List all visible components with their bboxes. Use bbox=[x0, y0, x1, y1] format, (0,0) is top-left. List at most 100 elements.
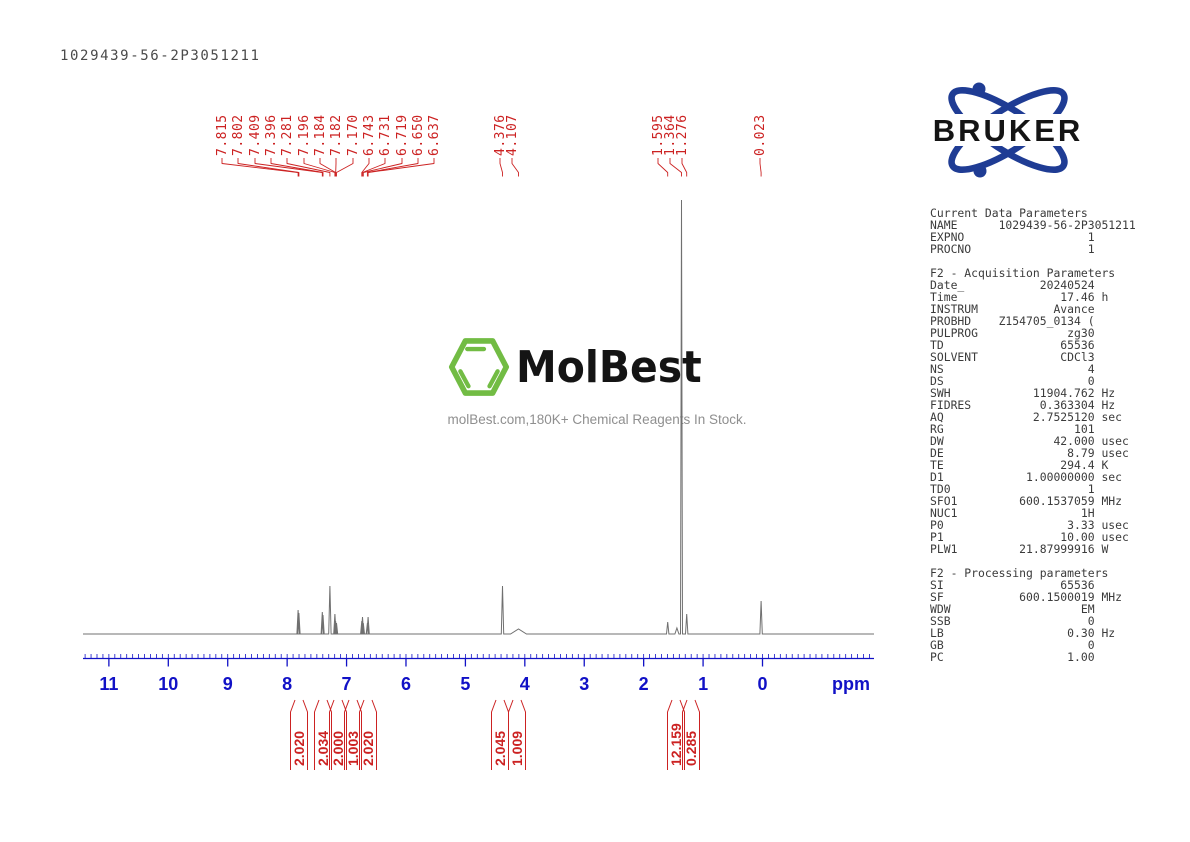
integral-value: 2.034 bbox=[315, 731, 331, 766]
sample-id: 1029439-56-2P3051211 bbox=[60, 48, 261, 64]
integral-bracket-right bbox=[326, 699, 332, 770]
param-line: SI 65536 bbox=[930, 578, 1095, 592]
integral-bracket-left bbox=[491, 699, 497, 770]
peak-label: 7.196 bbox=[297, 114, 312, 156]
param-line: Time 17.46 h bbox=[930, 290, 1109, 304]
param-line: P0 3.33 usec bbox=[930, 518, 1129, 532]
peak-label-leader bbox=[681, 158, 688, 177]
integral-bracket-left bbox=[359, 699, 365, 770]
integral-bracket-right bbox=[503, 699, 509, 770]
peak-label-leader bbox=[499, 158, 503, 177]
peak-label: 6.743 bbox=[362, 114, 377, 156]
x-axis-tick-label: 7 bbox=[342, 674, 352, 694]
integral-bracket-left bbox=[314, 699, 320, 770]
bruker-dot-bottom bbox=[973, 164, 987, 178]
x-axis-tick-label: 1 bbox=[698, 674, 708, 694]
peak-label-leader bbox=[303, 158, 336, 177]
peak-label: 6.731 bbox=[378, 114, 393, 156]
peak-label-leader bbox=[362, 158, 403, 177]
peak-label: 1.276 bbox=[675, 114, 690, 156]
bruker-logo-icon: BRUKER bbox=[918, 82, 1100, 178]
integral-value: 2.020 bbox=[291, 731, 307, 766]
integral-value: 2.045 bbox=[492, 731, 508, 766]
peak-label: 4.107 bbox=[505, 114, 520, 156]
peak-label-leader bbox=[361, 158, 370, 177]
param-line: Date_ 20240524 bbox=[930, 278, 1095, 292]
param-line: INSTRUM Avance bbox=[930, 302, 1095, 316]
integral-bracket-right bbox=[679, 699, 685, 770]
param-line: NAME 1029439-56-2P3051211 bbox=[930, 218, 1136, 232]
param-line: SFO1 600.1537059 MHz bbox=[930, 494, 1123, 508]
x-axis-tick-label: 4 bbox=[520, 674, 530, 694]
peak-label: 7.170 bbox=[346, 114, 361, 156]
integral-bracket-right bbox=[302, 699, 308, 770]
param-line: EXPNO 1 bbox=[930, 230, 1095, 244]
integral-bracket-right bbox=[356, 699, 362, 770]
bruker-dot-top bbox=[972, 82, 986, 96]
param-line: SOLVENT CDCl3 bbox=[930, 350, 1095, 364]
param-line: SSB 0 bbox=[930, 614, 1095, 628]
molbest-watermark: MolBest bbox=[448, 336, 716, 398]
x-axis-tick-label: 11 bbox=[99, 674, 118, 694]
peak-label-leader bbox=[237, 158, 300, 177]
integral-bracket-left bbox=[667, 699, 673, 770]
param-line: LB 0.30 Hz bbox=[930, 626, 1116, 640]
integral-bracket-left bbox=[344, 699, 350, 770]
param-line: SWH 11904.762 Hz bbox=[930, 386, 1116, 400]
x-axis-tick-label: 8 bbox=[282, 674, 292, 694]
param-line: PLW1 21.87999916 W bbox=[930, 542, 1109, 556]
peak-label: 7.396 bbox=[264, 114, 279, 156]
peak-label-leader bbox=[270, 158, 324, 177]
param-line: DE 8.79 usec bbox=[930, 446, 1129, 460]
peak-label: 1.595 bbox=[651, 114, 666, 156]
param-section-header: Current Data Parameters bbox=[930, 206, 1088, 220]
bruker-logo: BRUKER bbox=[918, 80, 1100, 182]
x-axis-tick-label: 9 bbox=[223, 674, 233, 694]
param-line: DW 42.000 usec bbox=[930, 434, 1129, 448]
param-line: WDW EM bbox=[930, 602, 1095, 616]
param-line: TD0 1 bbox=[930, 482, 1095, 496]
x-axis-tick-label: 0 bbox=[757, 674, 767, 694]
integral-value: 2.000 bbox=[330, 731, 346, 766]
param-section-header: F2 - Acquisition Parameters bbox=[930, 266, 1116, 280]
param-line: PROCNO 1 bbox=[930, 242, 1095, 256]
peak-label: 0.023 bbox=[753, 114, 768, 156]
peak-label-leader bbox=[319, 158, 337, 177]
param-line: PROBHD Z154705_0134 ( bbox=[930, 314, 1095, 328]
param-line: PC 1.00 bbox=[930, 650, 1095, 664]
peak-label: 1.364 bbox=[663, 114, 678, 156]
x-axis-unit-label: ppm bbox=[832, 674, 870, 694]
peak-label-leader bbox=[511, 158, 519, 177]
param-line: P1 10.00 usec bbox=[930, 530, 1129, 544]
peak-label-leader bbox=[367, 158, 435, 177]
param-line: D1 1.00000000 sec bbox=[930, 470, 1123, 484]
integral-bracket-right bbox=[341, 699, 347, 770]
peak-label-leader bbox=[336, 158, 354, 177]
param-line: GB 0 bbox=[930, 638, 1095, 652]
param-line: NS 4 bbox=[930, 362, 1095, 376]
molbest-hexagon-icon bbox=[448, 338, 510, 396]
x-axis-tick-label: 6 bbox=[401, 674, 411, 694]
parameter-panel: Current Data Parameters NAME 1029439-56-2… bbox=[930, 207, 1136, 663]
peak-label-leader bbox=[221, 158, 299, 177]
param-line: PULPROG zg30 bbox=[930, 326, 1095, 340]
peak-label-leader bbox=[657, 158, 669, 177]
peak-label: 7.184 bbox=[313, 114, 328, 156]
peak-label-leader bbox=[362, 158, 386, 177]
integral-bracket-right bbox=[694, 699, 700, 770]
param-line: DS 0 bbox=[930, 374, 1095, 388]
peak-label-leader bbox=[254, 158, 323, 177]
peak-label: 6.719 bbox=[395, 114, 410, 156]
param-section-header: F2 - Processing parameters bbox=[930, 566, 1109, 580]
peak-label: 4.376 bbox=[493, 114, 508, 156]
peak-label: 7.182 bbox=[329, 114, 344, 156]
integral-value: 2.020 bbox=[360, 731, 376, 766]
integral-value: 0.285 bbox=[683, 731, 699, 766]
peak-label: 7.815 bbox=[215, 114, 230, 156]
molbest-brand: MolBest bbox=[516, 341, 702, 393]
integral-value: 12.159 bbox=[668, 723, 684, 766]
peak-label-leader bbox=[366, 158, 419, 177]
integral-bracket-left bbox=[508, 699, 514, 770]
peak-label: 7.409 bbox=[248, 114, 263, 156]
